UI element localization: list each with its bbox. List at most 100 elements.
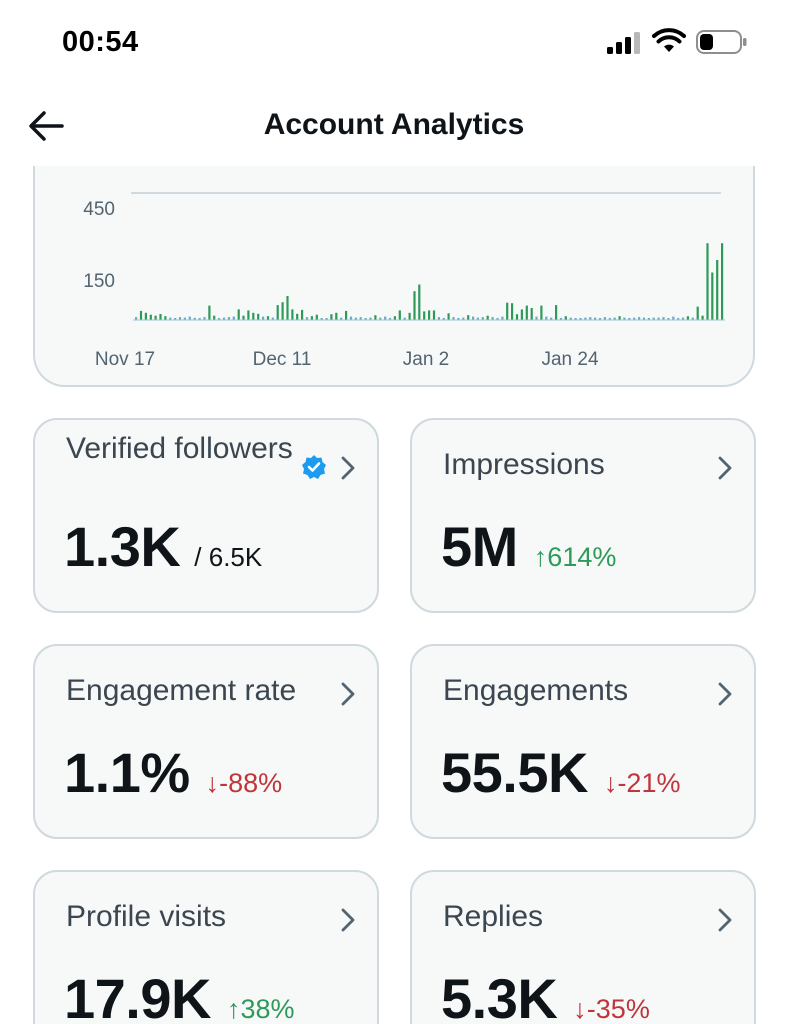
chart-bar [408,312,411,320]
chart-bar [418,284,421,320]
chart-bar [330,314,333,320]
header-background [0,88,788,166]
chart-bar [530,308,533,320]
metric-value: 17.9K [64,967,211,1024]
chart-bar [579,318,582,320]
chart-bar [320,318,323,320]
metric-total: / 6.5K [194,542,263,572]
chart-bar [335,312,338,320]
chart-bar [545,316,548,320]
chart-bar [511,303,514,320]
chart-bar [203,317,206,320]
metric-card-profile-visits[interactable]: Profile visits 17.9K ↑38% [33,870,379,1024]
chart-bar [520,309,523,320]
chart-bar [442,318,445,320]
chart-bars [133,243,725,321]
chart-bar [164,316,167,320]
chart-bar [476,317,479,320]
chart-bar [296,313,299,320]
chart-bar [667,318,670,320]
chart-bar [232,316,235,320]
chart-bar [589,317,592,320]
metric-label: Engagement rate [66,674,297,707]
chart-bar [247,310,250,320]
chart-bar [266,316,270,320]
chart-bar [447,313,450,320]
battery-icon [696,30,747,54]
chart-bar [481,317,484,320]
chart-bar [515,314,519,320]
chart-bar [384,316,387,320]
metric-value-row: 5.3K ↓-35% [441,966,650,1024]
chart-bar [472,316,475,320]
metric-card-replies[interactable]: Replies 5.3K ↓-35% [410,870,756,1024]
chart-bar [423,311,426,320]
metric-label: Verified followers [66,432,293,465]
chart-bar [608,318,611,320]
chart-bar [301,309,304,320]
chart-bar [144,312,147,320]
status-time: 00:54 [62,26,139,58]
chart-bar [706,243,709,320]
verified-badge-icon [302,455,326,479]
chart-bar [193,317,196,320]
chart-bar [501,316,504,320]
chart-bar [467,315,470,320]
chart-bar [222,317,226,320]
cellular-signal-icon [607,32,640,54]
chart-bar [354,317,357,320]
chart-bar [149,314,152,320]
metric-value-row: 17.9K ↑38% [64,966,294,1024]
chart-bar [677,318,680,320]
chart-bar [310,316,313,320]
metric-label: Replies [443,900,544,933]
chart-bar [237,309,240,320]
y-tick-label: 150 [83,271,115,292]
status-bar: 00:54 [0,0,788,88]
chart-bar [594,317,597,320]
metric-card-engagements[interactable]: Engagements 55.5K ↓-21% [410,644,756,839]
metric-change-down: ↓-35% [573,994,650,1024]
chart-bar [349,316,353,320]
chart-bar [696,306,699,320]
chart-bar [198,318,201,320]
y-tick-label: 450 [83,199,115,220]
chart-bar [388,318,392,320]
chart-bar [525,305,528,320]
chart-bar [618,316,621,320]
metric-change-down: ↓-88% [205,768,283,798]
chart-bar [252,312,255,320]
metric-card-impressions[interactable]: Impressions 5M ↑614% [410,418,756,613]
chart-bar [642,317,646,320]
back-button[interactable] [24,104,70,148]
wifi-icon [652,28,686,52]
chart-bar [213,315,216,320]
chart-bar [437,317,440,320]
chart-bar [364,318,367,320]
chart-bar [662,317,665,320]
chart-bar [569,317,572,320]
app-header: Account Analytics [0,88,788,166]
chart-bar [486,315,489,320]
x-tick-label: Nov 17 [95,349,155,370]
chart-bar [379,317,382,320]
chart-bar [686,316,689,320]
chart-bar [701,315,704,320]
chart-bar [559,318,563,320]
metric-label: Engagements [443,674,629,707]
chart-bar [345,310,348,320]
chart-bar [550,317,553,320]
chart-bar [457,318,460,320]
chevron-right-icon [341,908,355,932]
chart-bar [452,317,455,320]
metric-value: 5.3K [441,967,558,1024]
chart-bar [540,305,543,320]
metric-card-engagement-rate[interactable]: Engagement rate 1.1% ↓-88% [33,644,379,839]
page-title: Account Analytics [263,108,525,141]
metric-value-row: 5M ↑614% [441,514,616,579]
metric-card-verified-followers[interactable]: Verified followers 1.3K / 6.5K [33,418,379,613]
chart-bar [218,318,221,320]
chart-bar [496,318,499,320]
metric-value-row: 1.3K / 6.5K [64,514,262,579]
